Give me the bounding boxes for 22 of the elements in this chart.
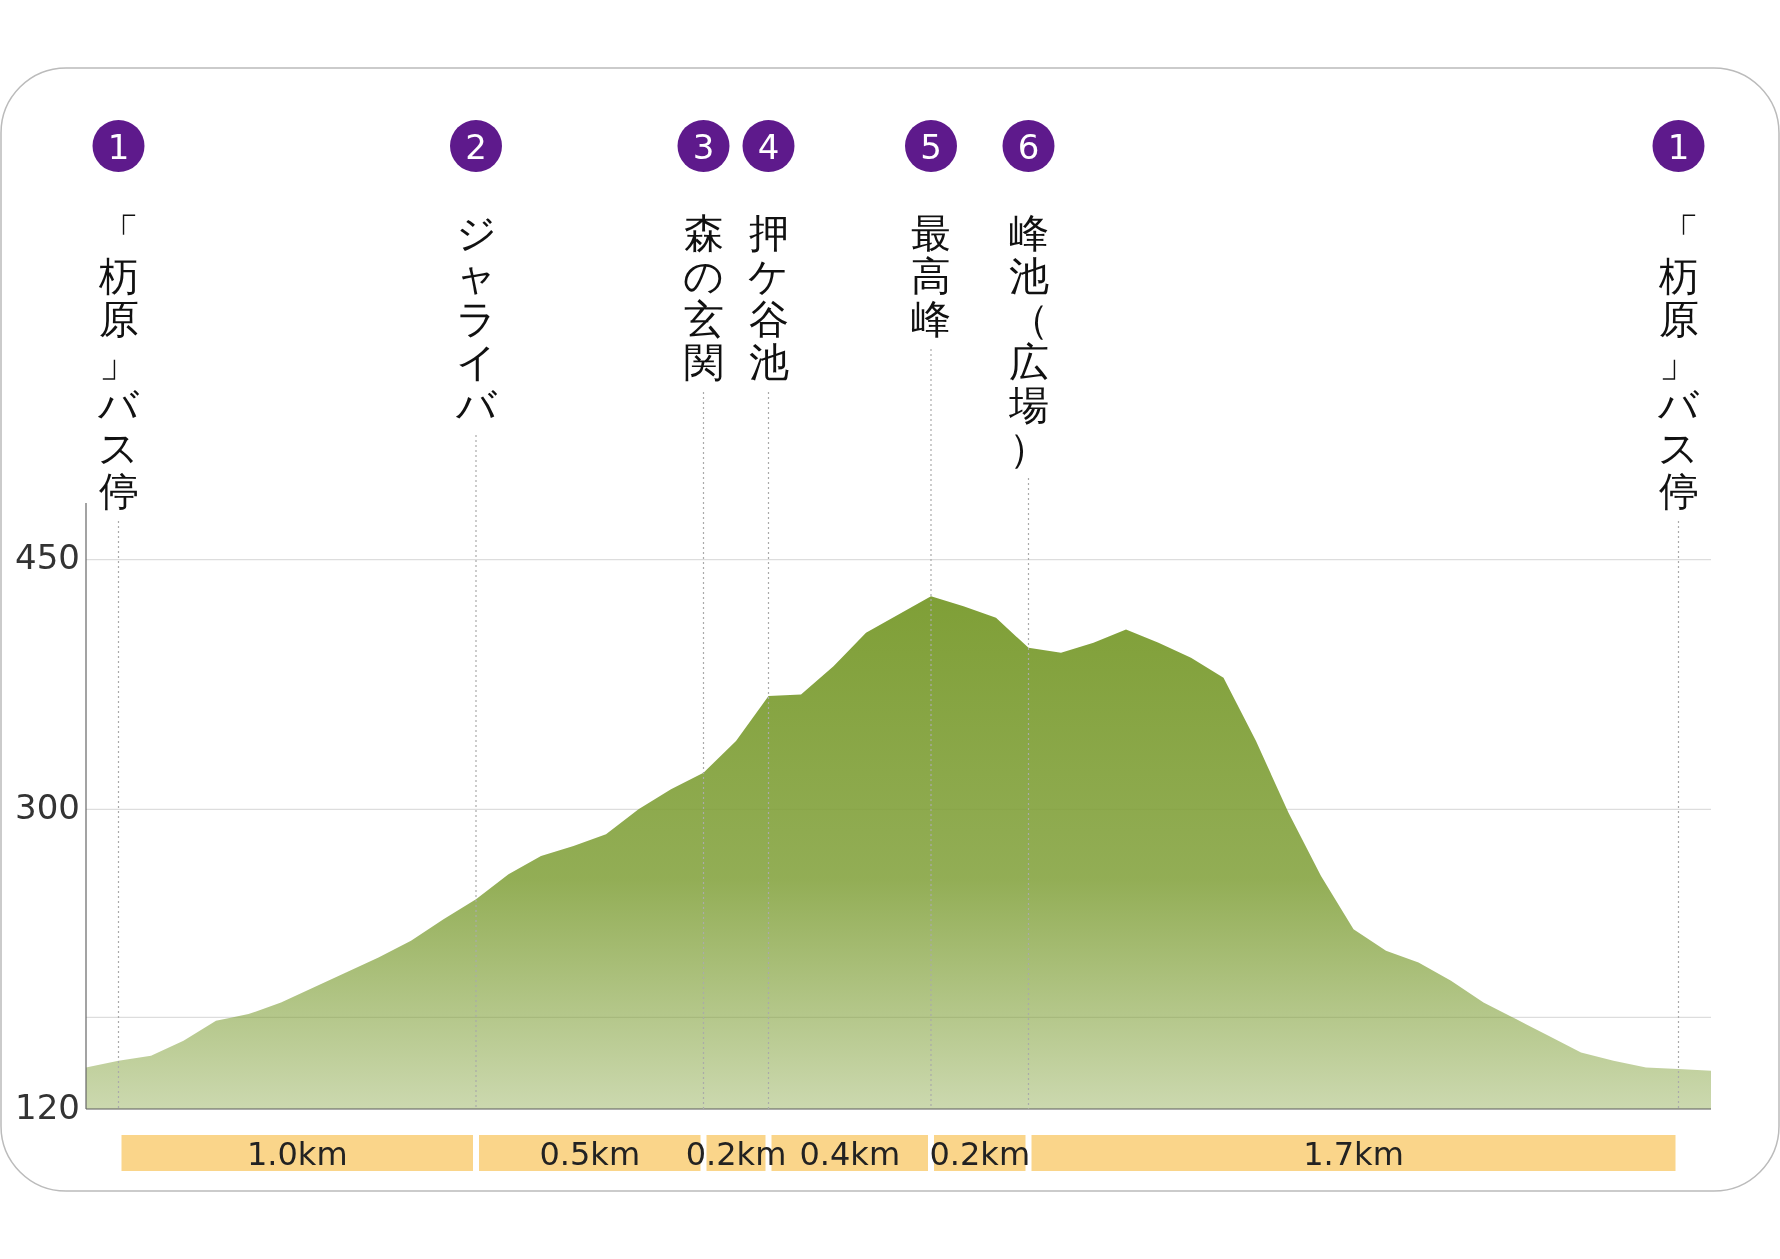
text: 2	[465, 127, 487, 167]
x-tick-label: ジャライバ	[454, 210, 498, 429]
x-tick-label: 「杤原」バス停	[97, 210, 140, 515]
y-tick-label: 450	[15, 537, 80, 578]
x-tick-label: 森の玄関	[683, 210, 724, 386]
y-tick-label: 120	[15, 1086, 80, 1127]
text: 6	[1017, 127, 1040, 167]
text: 0.4km	[799, 1135, 901, 1173]
x-tick-label: 「杤原」バス停	[1657, 210, 1700, 515]
x-tick-label: 峰池（広場）	[1007, 210, 1049, 472]
text: 0.5km	[539, 1135, 641, 1173]
text: 1	[1667, 127, 1690, 167]
text: 4	[757, 127, 780, 167]
text: 1.0km	[246, 1135, 348, 1173]
y-tick-label: 300	[15, 786, 80, 827]
x-tick-label: 最高峰	[911, 210, 951, 343]
text: 0.2km	[685, 1135, 787, 1173]
x-tick-label: 押ケ谷池	[748, 210, 789, 386]
text: 5	[920, 127, 942, 167]
text: 1.7km	[1303, 1135, 1404, 1173]
text: 1	[107, 127, 130, 167]
text: 3	[692, 127, 715, 167]
